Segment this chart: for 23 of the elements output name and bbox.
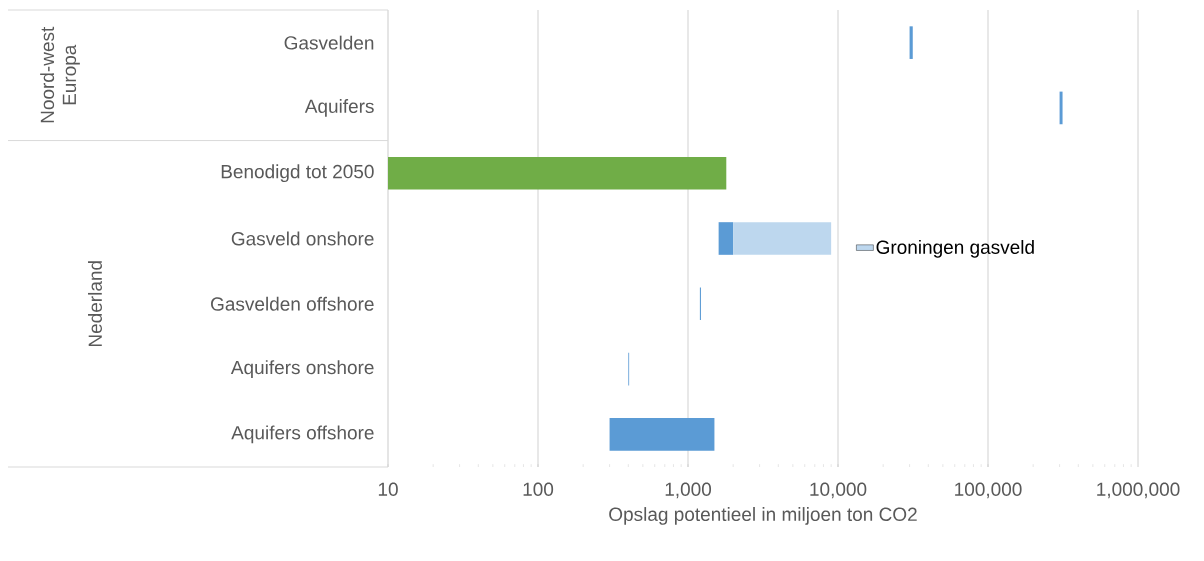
text: Nederland [88,261,102,347]
text: Noord-west Europa [40,26,80,123]
bar [909,26,913,59]
x-tick-label: 1,000,000 [1097,482,1180,499]
y-tick-label: Gasvelden [284,35,374,50]
bar [1059,91,1063,125]
bar [718,222,734,255]
y-tick-label: Gasvelden offshore [211,296,374,311]
y-tick-label: Aquifers onshore [230,360,374,378]
bar [609,418,715,451]
y-tick-label: Aquifers [304,99,374,117]
y-tick-label: Benodigd tot 2050 [221,164,374,183]
legend-label: Groningen gasveld [876,240,1034,258]
x-axis-title: Opslag potentieel in miljoen ton CO2 [609,507,917,525]
x-tick-label: 100 [523,482,554,496]
x-tick-label: 10,000 [810,482,867,499]
x-tick-label: 100,000 [955,482,1022,499]
x-tick-label: 1,000 [665,482,712,499]
y-tick-label: Aquifers offshore [231,425,374,444]
x-tick-label: 10 [378,482,398,496]
bar [733,222,832,255]
y-tick-label: Gasveld onshore [231,231,374,246]
bar [388,156,727,190]
